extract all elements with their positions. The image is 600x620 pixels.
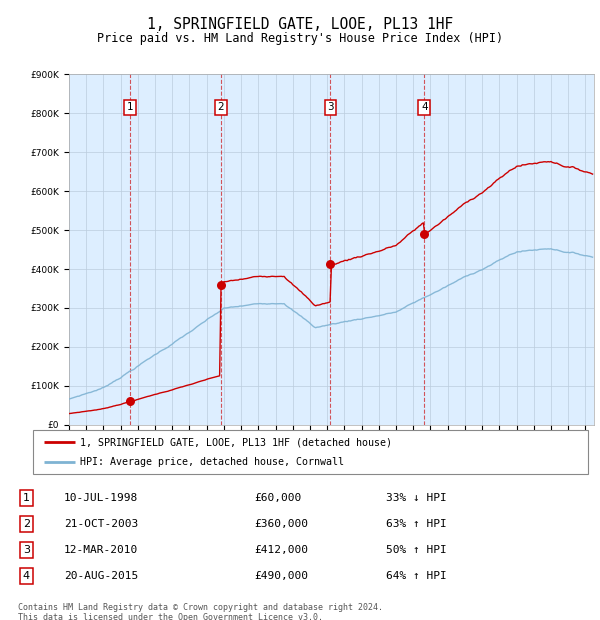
Text: 1, SPRINGFIELD GATE, LOOE, PL13 1HF: 1, SPRINGFIELD GATE, LOOE, PL13 1HF <box>147 17 453 32</box>
Text: 12-MAR-2010: 12-MAR-2010 <box>64 545 138 555</box>
Text: 4: 4 <box>421 102 428 112</box>
Text: 1: 1 <box>23 493 30 503</box>
Text: 20-AUG-2015: 20-AUG-2015 <box>64 571 138 581</box>
Text: 50% ↑ HPI: 50% ↑ HPI <box>386 545 447 555</box>
Text: 1: 1 <box>127 102 133 112</box>
Text: 2: 2 <box>217 102 224 112</box>
Text: £490,000: £490,000 <box>254 571 308 581</box>
Text: 1, SPRINGFIELD GATE, LOOE, PL13 1HF (detached house): 1, SPRINGFIELD GATE, LOOE, PL13 1HF (det… <box>80 437 392 447</box>
Text: Contains HM Land Registry data © Crown copyright and database right 2024.
This d: Contains HM Land Registry data © Crown c… <box>18 603 383 620</box>
FancyBboxPatch shape <box>33 430 588 474</box>
Text: 63% ↑ HPI: 63% ↑ HPI <box>386 519 447 529</box>
Text: 10-JUL-1998: 10-JUL-1998 <box>64 493 138 503</box>
Text: 64% ↑ HPI: 64% ↑ HPI <box>386 571 447 581</box>
Text: HPI: Average price, detached house, Cornwall: HPI: Average price, detached house, Corn… <box>80 457 344 467</box>
Text: Price paid vs. HM Land Registry's House Price Index (HPI): Price paid vs. HM Land Registry's House … <box>97 32 503 45</box>
Text: 2: 2 <box>23 519 30 529</box>
Text: £60,000: £60,000 <box>254 493 301 503</box>
Text: 3: 3 <box>327 102 334 112</box>
Text: 33% ↓ HPI: 33% ↓ HPI <box>386 493 447 503</box>
Text: 4: 4 <box>23 571 30 581</box>
Text: 21-OCT-2003: 21-OCT-2003 <box>64 519 138 529</box>
Text: 3: 3 <box>23 545 30 555</box>
Text: £412,000: £412,000 <box>254 545 308 555</box>
Text: £360,000: £360,000 <box>254 519 308 529</box>
